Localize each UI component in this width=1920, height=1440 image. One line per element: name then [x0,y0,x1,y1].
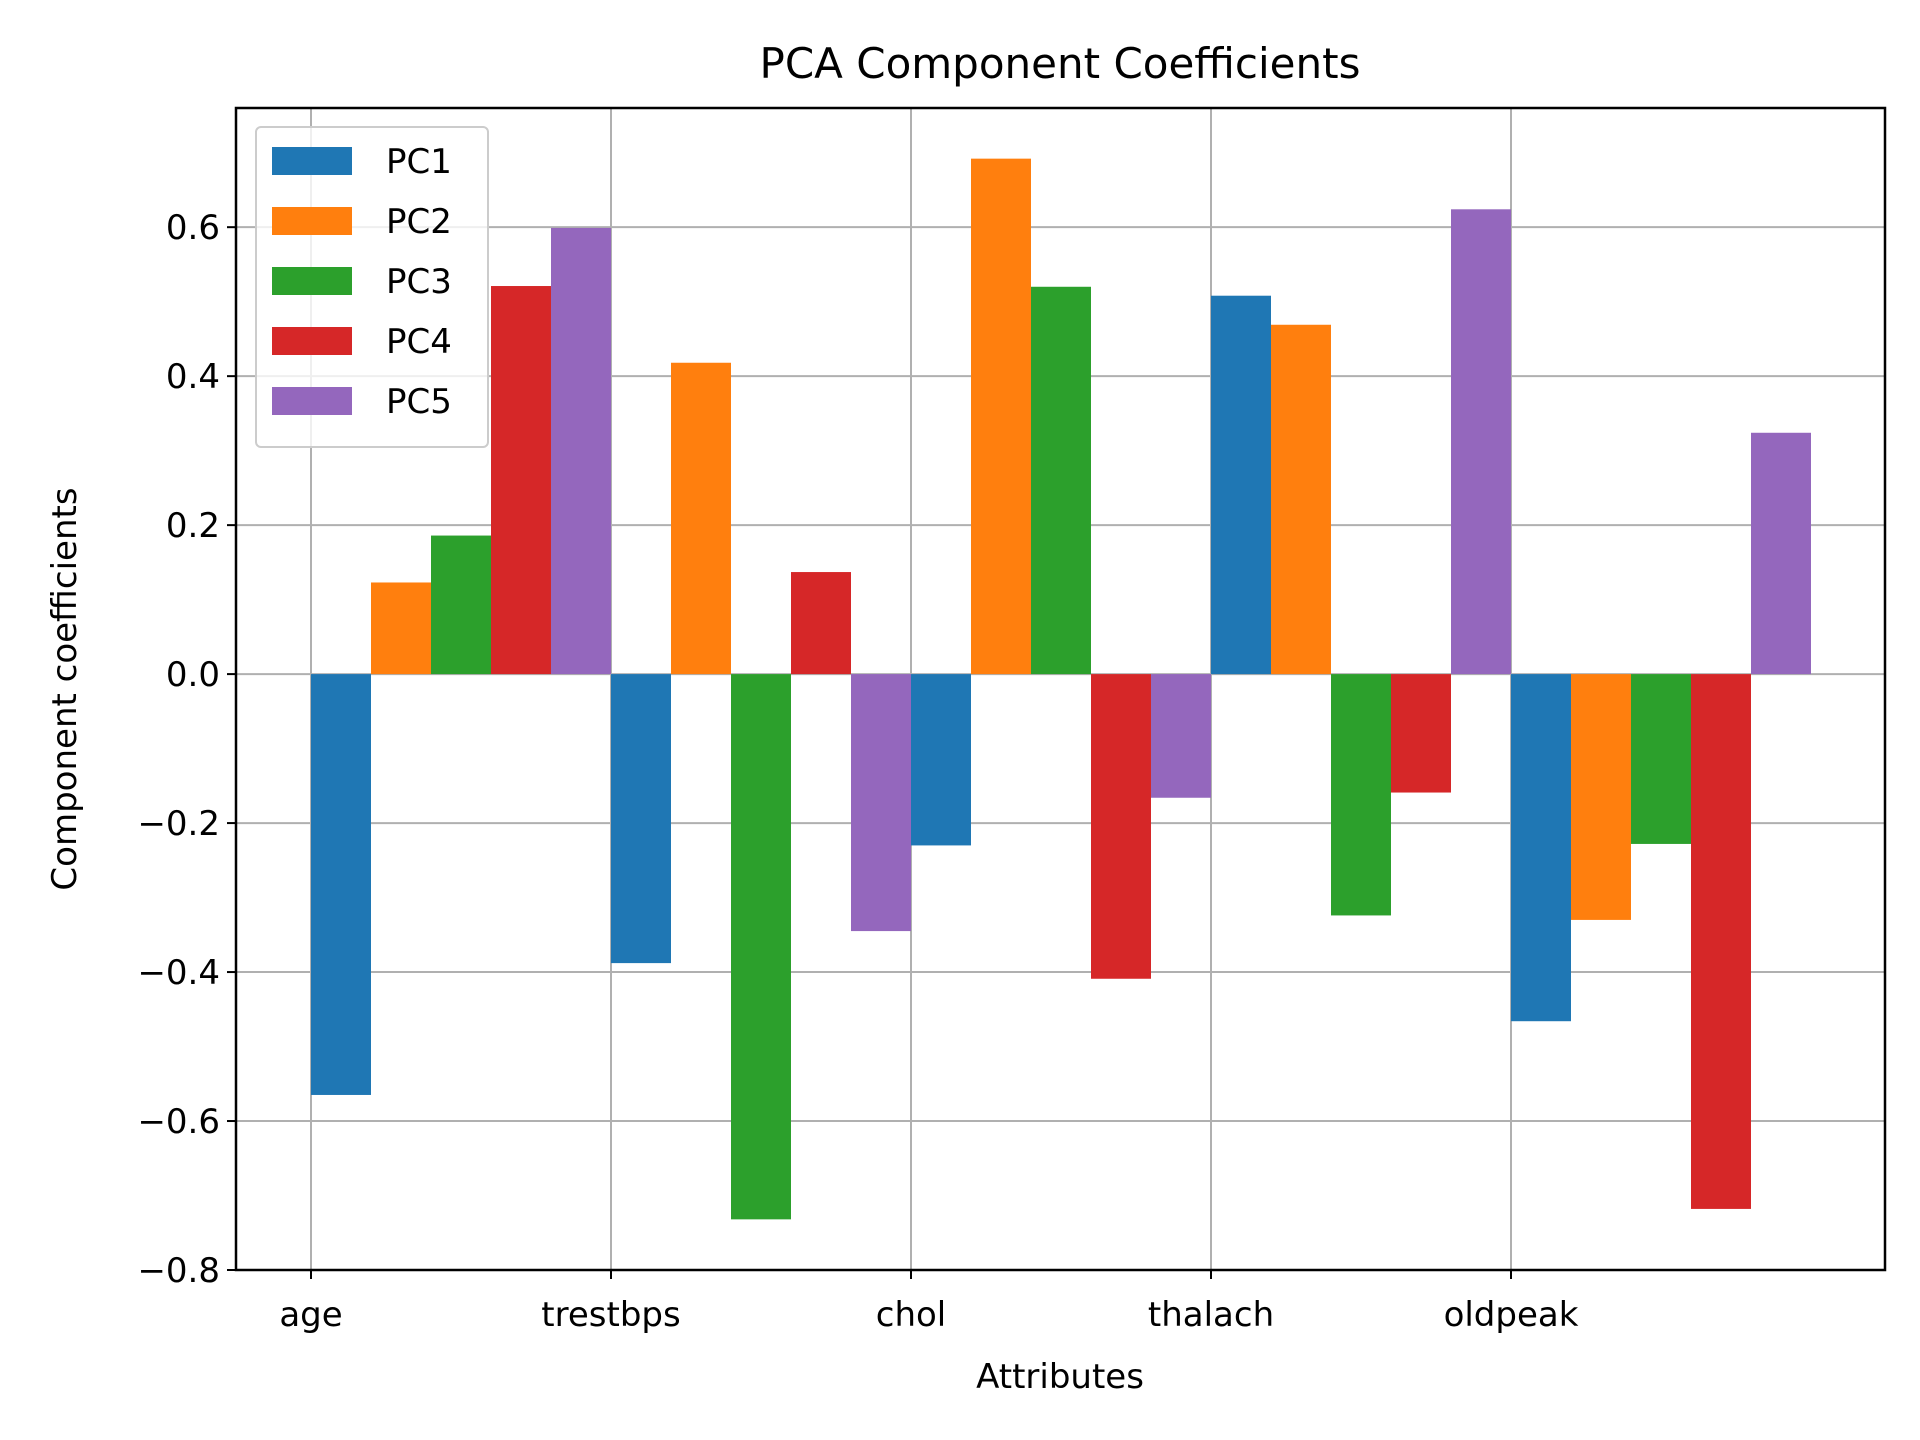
legend-label-pc1: PC1 [386,142,452,182]
bar-pc1-trestbps [611,674,671,964]
bar-pc5-oldpeak [1751,432,1811,675]
bar-pc3-oldpeak [1631,674,1691,844]
x-axis-title: Attributes [976,1357,1144,1397]
y-tick-label: −0.2 [137,804,220,844]
y-tick-label: −0.8 [137,1251,220,1291]
y-axis: 0.6 0.4 0.2 0.0 −0.2 −0.4 −0.6 −0.8 [137,208,236,1291]
x-tick-label: age [279,1295,342,1335]
bar-pc4-chol [1091,674,1151,979]
plot-frame [234,106,1887,1272]
legend-swatch-pc1 [272,147,352,175]
legend-label-pc3: PC3 [386,262,452,302]
bar-pc1-age [311,674,371,1095]
bar-pc4-trestbps [791,572,851,675]
legend-swatch-pc5 [272,387,352,415]
bar-pc3-age [431,535,491,675]
bar-pc2-chol [971,158,1031,675]
bar-pc3-thalach [1331,674,1391,916]
x-tick-label: thalach [1148,1295,1274,1335]
y-tick-label: 0.0 [166,655,220,695]
legend-label-pc4: PC4 [386,322,452,362]
bar-pc5-age [551,227,611,675]
x-tick-label: trestbps [541,1295,680,1335]
bar-pc2-thalach [1271,324,1331,675]
legend-swatch-pc3 [272,267,352,295]
bar-pc1-chol [911,674,971,846]
bar-pc1-thalach [1211,295,1271,675]
y-tick-label: 0.4 [166,357,220,397]
bar-pc2-age [371,582,431,675]
bar-pc4-oldpeak [1691,674,1751,1209]
bar-pc5-trestbps [851,674,911,932]
y-tick-label: −0.6 [137,1102,220,1142]
bar-pc3-trestbps [731,674,791,1220]
legend-swatch-pc2 [272,207,352,235]
bar-pc2-oldpeak [1571,674,1631,920]
y-tick-label: 0.2 [166,506,220,546]
legend-swatch-pc4 [272,327,352,355]
bar-pc3-chol [1031,286,1091,675]
x-tick-label: oldpeak [1444,1295,1579,1335]
bar-pc4-thalach [1391,674,1451,793]
legend: PC1 PC2 PC3 PC4 PC5 [255,126,489,448]
bars [311,158,1811,1220]
bar-pc1-oldpeak [1511,674,1571,1022]
bar-pc5-chol [1151,674,1211,798]
bar-pc2-trestbps [671,362,731,675]
x-tick-label: chol [876,1295,947,1335]
legend-label-pc5: PC5 [386,382,452,422]
chart-title: PCA Component Coefficients [760,39,1361,88]
y-tick-label: −0.4 [137,953,220,993]
bar-pc5-thalach [1451,209,1511,675]
legend-label-pc2: PC2 [386,202,452,242]
x-axis: age trestbps chol thalach oldpeak [279,1270,1579,1335]
y-tick-label: 0.6 [166,208,220,248]
y-axis-title: Component coefficients [45,487,85,890]
bar-pc4-age [491,286,551,675]
